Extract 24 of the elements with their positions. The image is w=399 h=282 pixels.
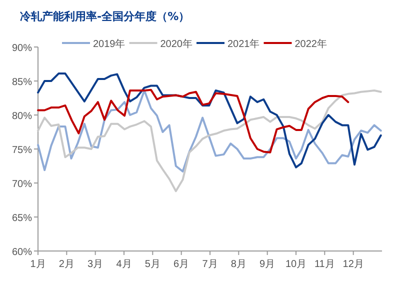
x-tick-label: 6月 [174, 259, 190, 270]
x-tick-label: 3月 [88, 259, 104, 270]
y-tick-label: 90% [12, 43, 32, 54]
legend-label: 2020年 [160, 38, 192, 50]
x-tick-label: 7月 [202, 259, 218, 270]
y-tick-label: 60% [12, 247, 32, 258]
y-tick-label: 80% [12, 111, 32, 122]
x-tick-label: 8月 [230, 259, 246, 270]
y-tick-label: 85% [12, 77, 32, 88]
y-tick-label: 70% [12, 179, 32, 190]
x-tick-label: 9月 [260, 259, 276, 270]
y-tick-label: 75% [12, 145, 32, 156]
legend-label: 2022年 [294, 38, 327, 50]
legend-label: 2021年 [228, 38, 260, 50]
x-tick-label: 12月 [342, 259, 364, 270]
y-tick-label: 65% [12, 213, 32, 224]
x-tick-label: 4月 [116, 259, 132, 270]
x-tick-label: 11月 [314, 259, 335, 270]
legend-label: 2019年 [93, 38, 126, 50]
chart-title: 冷轧产能利用率-全国分年度（%） [20, 10, 190, 23]
x-tick-label: 2月 [58, 259, 74, 270]
x-tick-label: 1月 [30, 259, 46, 270]
x-tick-label: 10月 [285, 259, 307, 270]
x-tick-label: 5月 [144, 259, 160, 270]
